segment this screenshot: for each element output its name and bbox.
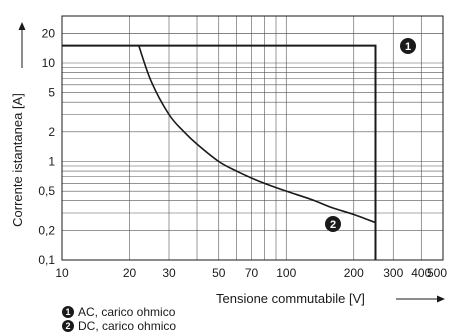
series-markers: 12	[325, 38, 416, 232]
y-tick-label: 5	[48, 86, 55, 100]
x-tick-label: 300	[383, 266, 403, 280]
x-tick-label: 100	[276, 266, 296, 280]
y-tick-label: 0,5	[38, 184, 55, 198]
legend-item-ac: 1 AC, carico ohmico	[62, 305, 176, 319]
legend-marker-1: 1	[62, 306, 74, 318]
x-tick-label: 70	[245, 266, 259, 280]
x-axis-title: Tensione commutabile [V]	[216, 291, 365, 306]
grid	[62, 16, 444, 260]
legend-item-dc: 2 DC, carico ohmico	[62, 319, 176, 333]
y-tick-labels: 20 10 5 2 1 0,5 0,2 0,1	[38, 26, 55, 267]
x-tick-label: 50	[212, 266, 226, 280]
y-axis-arrowhead	[18, 22, 26, 30]
legend-label-dc: DC, carico ohmico	[78, 319, 177, 333]
series-marker-ac-label: 1	[405, 41, 411, 53]
series-marker-ac-circle	[400, 38, 416, 54]
x-axis-arrowhead	[437, 295, 445, 303]
y-tick-label: 0,1	[38, 253, 55, 267]
series-line-ac	[62, 44, 377, 260]
x-tick-label: 500	[427, 266, 447, 280]
legend: 1 AC, carico ohmico 2 DC, carico ohmico	[62, 305, 176, 333]
y-axis-title: Corrente istantanea [A]	[10, 93, 25, 227]
plot-frame	[61, 15, 444, 261]
y-tick-label: 1	[48, 154, 55, 168]
x-tick-label: 10	[55, 266, 69, 280]
x-tick-label: 20	[123, 266, 137, 280]
series-layer	[62, 44, 377, 260]
series-marker-dc-label: 2	[330, 219, 336, 231]
y-tick-label: 0,2	[38, 223, 55, 237]
x-tick-label: 400	[411, 266, 431, 280]
legend-label-ac: AC, carico ohmico	[78, 305, 176, 319]
legend-marker-2: 2	[62, 320, 74, 332]
y-tick-label: 2	[48, 125, 55, 139]
x-tick-label: 200	[344, 266, 364, 280]
series-line-dc	[138, 45, 376, 224]
y-tick-label: 20	[42, 26, 56, 40]
series-marker-dc-circle	[325, 216, 341, 232]
y-tick-label: 10	[42, 56, 56, 70]
x-tick-label: 30	[162, 266, 176, 280]
